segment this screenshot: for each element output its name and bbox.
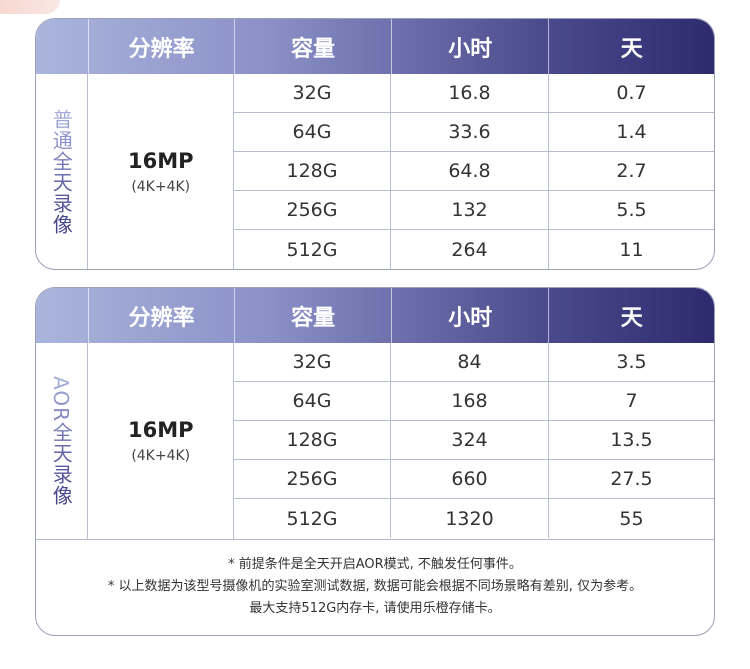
days-cell: 3.5 [616,351,647,373]
header-cell-hours: 小时 [392,288,550,343]
days-cell: 11 [619,238,644,261]
resolution-detail: (4K+4K) [131,179,191,195]
footnote-lab-data: * 以上数据为该型号摄像机的实验室测试数据, 数据可能会根据不同场景略有差别, … [107,579,643,594]
capacity-cell: 64G [234,382,391,420]
table-row: 256G 660 27.5 [234,460,714,499]
table-row: 128G 64.8 2.7 [234,152,714,191]
capacity-cell: 512G [234,499,391,538]
header-cell-capacity: 容量 [235,19,392,74]
capacity-cell: 64G [234,113,391,151]
days-cell: 7 [625,390,638,412]
header-cell-empty [36,288,89,343]
hours-cell: 324 [391,421,549,459]
days-cell: 0.7 [616,82,647,104]
resolution-detail: (4K+4K) [131,448,191,464]
hours-cell: 33.6 [391,113,549,151]
resolution-value: 16MP [127,418,194,442]
hours-cell: 168 [391,382,549,420]
header-cell-empty [36,19,89,74]
data-rows: 32G 84 3.5 64G 168 7 128G 324 13.5 256G … [234,343,714,539]
table-row: 128G 324 13.5 [234,421,714,460]
footnote-precondition: * 前提条件是全天开启AOR模式, 不触发任何事件。 [228,557,522,572]
hours-cell: 660 [391,460,549,498]
table-row: 32G 84 3.5 [234,343,714,382]
mode-label: AOR全天录像 [47,376,76,506]
table-header: 分辨率 容量 小时 天 [36,288,714,343]
table-row: 32G 16.8 0.7 [234,74,714,113]
recording-table-normal: 分辨率 容量 小时 天 普通全天录像 16MP (4K+4K) 32G 16.8… [35,18,715,270]
table-header: 分辨率 容量 小时 天 [36,19,714,74]
capacity-cell: 32G [234,74,391,112]
hours-cell: 1320 [391,499,549,538]
table-row: 64G 33.6 1.4 [234,113,714,152]
days-cell: 13.5 [610,429,653,451]
hours-cell: 264 [391,230,549,269]
days-cell: 2.7 [616,160,647,182]
table-row: 256G 132 5.5 [234,191,714,230]
capacity-cell: 256G [234,460,391,498]
days-cell: 1.4 [616,121,647,143]
header-cell-resolution: 分辨率 [89,288,236,343]
resolution-cell: 16MP (4K+4K) [88,343,234,539]
table-row: 64G 168 7 [234,382,714,421]
header-cell-capacity: 容量 [235,288,392,343]
corner-decoration [0,0,60,14]
days-cell: 5.5 [616,199,647,221]
resolution-value: 16MP [127,149,194,173]
header-cell-days: 天 [620,36,643,62]
mode-label-cell: 普通全天录像 [36,74,89,269]
capacity-cell: 256G [234,191,391,229]
header-cell-days: 天 [620,305,643,331]
days-cell: 27.5 [610,468,653,490]
hours-cell: 16.8 [391,74,549,112]
recording-table-aor: 分辨率 容量 小时 天 AOR全天录像 16MP (4K+4K) 32G 84 … [35,287,715,636]
mode-label: 普通全天录像 [47,109,76,235]
capacity-cell: 128G [234,421,391,459]
capacity-cell: 32G [234,343,391,381]
header-cell-hours: 小时 [392,19,550,74]
header-cell-resolution: 分辨率 [89,19,236,74]
table-row: 512G 264 11 [234,230,714,269]
footnotes: * 前提条件是全天开启AOR模式, 不触发任何事件。 * 以上数据为该型号摄像机… [36,539,714,635]
hours-cell: 64.8 [391,152,549,190]
footnote-card-support: 最大支持512G内存卡, 请使用乐橙存储卡。 [249,601,501,616]
capacity-cell: 512G [234,230,391,269]
hours-cell: 132 [391,191,549,229]
days-cell: 55 [619,507,644,530]
capacity-cell: 128G [234,152,391,190]
mode-label-cell: AOR全天录像 [36,343,89,539]
hours-cell: 84 [391,343,549,381]
data-rows: 32G 16.8 0.7 64G 33.6 1.4 128G 64.8 2.7 … [234,74,714,269]
resolution-cell: 16MP (4K+4K) [88,74,234,269]
table-row: 512G 1320 55 [234,499,714,538]
